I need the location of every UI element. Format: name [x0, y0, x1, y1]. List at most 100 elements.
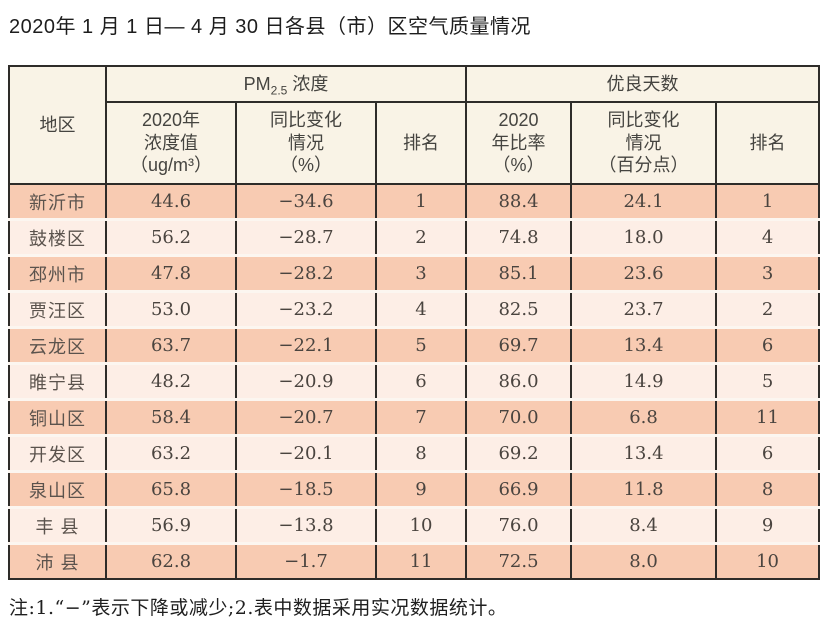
pm-change-cell: −20.1	[235, 434, 377, 472]
pm-change-cell: −28.2	[235, 254, 377, 292]
good-rate-cell: 88.4	[465, 183, 573, 220]
table-row: 丰 县 56.9 −13.8 10 76.0 8.4 9	[8, 506, 821, 544]
good-rank-cell: 11	[715, 398, 821, 436]
good-change-cell: 8.0	[570, 542, 718, 579]
good-change-cell: 23.6	[570, 254, 718, 292]
region-cell: 泉山区	[8, 470, 107, 508]
pm-change-cell: −20.9	[235, 362, 377, 400]
table-row: 开发区 63.2 −20.1 8 69.2 13.4 6	[8, 434, 821, 472]
good-change-cell: 11.8	[570, 470, 718, 508]
good-rate-cell: 86.0	[465, 362, 573, 400]
good-rate-cell: 66.9	[465, 470, 573, 508]
pm-change-cell: −13.8	[235, 506, 377, 544]
table-row: 沛 县 62.8 −1.7 11 72.5 8.0 10	[8, 542, 821, 579]
good-rank-cell: 4	[715, 218, 821, 256]
table-row: 云龙区 63.7 −22.1 5 69.7 13.4 6	[8, 326, 821, 364]
pm-value-cell: 44.6	[105, 183, 237, 220]
region-cell: 邳州市	[8, 254, 107, 292]
good-rate-cell: 70.0	[465, 398, 573, 436]
table-row: 泉山区 65.8 −18.5 9 66.9 11.8 8	[8, 470, 821, 508]
pm-subscript: 2.5	[270, 83, 288, 98]
pm-value-cell: 65.8	[105, 470, 237, 508]
good-change-cell: 23.7	[570, 290, 718, 328]
table-body: 新沂市 44.6 −34.6 1 88.4 24.1 1 鼓楼区 56.2 −2…	[8, 183, 821, 579]
pm-rank-cell: 4	[374, 290, 468, 328]
header-good-rate: 2020 年比率 （%）	[465, 101, 573, 185]
good-rank-cell: 9	[715, 506, 821, 544]
region-cell: 云龙区	[8, 326, 107, 364]
pm-value-cell: 47.8	[105, 254, 237, 292]
pm-change-cell: −28.7	[235, 218, 377, 256]
header-pm25-group: PM2.5 浓度	[104, 65, 468, 103]
good-rate-cell: 85.1	[465, 254, 573, 292]
pm-rank-cell: 1	[374, 183, 468, 220]
footnote: 注:1.“−”表示下降或减少;2.表中数据采用实况数据统计。	[9, 597, 508, 619]
pm-rank-cell: 10	[374, 506, 468, 544]
pm-value-cell: 58.4	[105, 398, 237, 436]
pm-rank-cell: 2	[374, 218, 468, 256]
pm-value-cell: 53.0	[105, 290, 237, 328]
pm-change-cell: −18.5	[235, 470, 377, 508]
pm-rank-cell: 5	[374, 326, 468, 364]
good-rank-cell: 2	[715, 290, 821, 328]
good-change-cell: 13.4	[570, 434, 718, 472]
header-good-rank: 排名	[715, 101, 821, 185]
table-row: 睢宁县 48.2 −20.9 6 86.0 14.9 5	[8, 362, 821, 400]
good-change-cell: 13.4	[570, 326, 718, 364]
pm-value-cell: 63.2	[105, 434, 237, 472]
good-rate-cell: 74.8	[465, 218, 573, 256]
good-rank-cell: 5	[715, 362, 821, 400]
table-row: 新沂市 44.6 −34.6 1 88.4 24.1 1	[8, 183, 821, 220]
pm-label-suffix: 浓度	[287, 73, 329, 94]
pm-value-cell: 56.9	[105, 506, 237, 544]
pm-change-cell: −22.1	[235, 326, 377, 364]
region-cell: 贾汪区	[8, 290, 107, 328]
good-rank-cell: 1	[715, 183, 821, 220]
good-rank-cell: 6	[715, 326, 821, 364]
pm-value-cell: 63.7	[105, 326, 237, 364]
good-change-cell: 24.1	[570, 183, 718, 220]
region-cell: 新沂市	[8, 183, 107, 220]
good-rank-cell: 6	[715, 434, 821, 472]
good-rate-cell: 69.7	[465, 326, 573, 364]
good-rank-cell: 10	[715, 542, 821, 579]
air-quality-table: 地区 PM2.5 浓度 优良天数 2020年 浓度值 （ug/m³） 同比变化 …	[8, 65, 821, 580]
good-rate-cell: 82.5	[465, 290, 573, 328]
good-change-cell: 14.9	[570, 362, 718, 400]
header-sub-row: 2020年 浓度值 （ug/m³） 同比变化 情况 （%） 排名 2020 年比…	[9, 101, 821, 185]
pm-rank-cell: 7	[374, 398, 468, 436]
header-pm-rank: 排名	[374, 101, 468, 185]
pm-rank-cell: 9	[374, 470, 468, 508]
pm-rank-cell: 6	[374, 362, 468, 400]
region-cell: 睢宁县	[8, 362, 107, 400]
region-cell: 丰 县	[8, 506, 107, 544]
pm-rank-cell: 3	[374, 254, 468, 292]
good-rank-cell: 8	[715, 470, 821, 508]
good-change-cell: 6.8	[570, 398, 718, 436]
good-rate-cell: 72.5	[465, 542, 573, 579]
good-change-cell: 8.4	[570, 506, 718, 544]
table-header: 地区 PM2.5 浓度 优良天数 2020年 浓度值 （ug/m³） 同比变化 …	[8, 65, 821, 185]
pm-change-cell: −1.7	[235, 542, 377, 579]
pm-change-cell: −20.7	[235, 398, 377, 436]
pm-change-cell: −23.2	[235, 290, 377, 328]
table-row: 邳州市 47.8 −28.2 3 85.1 23.6 3	[8, 254, 821, 292]
good-rank-cell: 3	[715, 254, 821, 292]
header-good-change: 同比变化 情况 （百分点）	[570, 101, 718, 185]
table-row: 贾汪区 53.0 −23.2 4 82.5 23.7 2	[8, 290, 821, 328]
region-cell: 鼓楼区	[8, 218, 107, 256]
pm-label: PM	[243, 73, 271, 94]
table-row: 铜山区 58.4 −20.7 7 70.0 6.8 11	[8, 398, 821, 436]
region-cell: 开发区	[8, 434, 107, 472]
pm-value-cell: 56.2	[105, 218, 237, 256]
pm-value-cell: 48.2	[105, 362, 237, 400]
header-good-days-group: 优良天数	[465, 65, 821, 103]
header-pm-value: 2020年 浓度值 （ug/m³）	[105, 101, 237, 185]
good-change-cell: 18.0	[570, 218, 718, 256]
region-cell: 铜山区	[8, 398, 107, 436]
header-pm-change: 同比变化 情况 （%）	[235, 101, 377, 185]
pm-value-cell: 62.8	[105, 542, 237, 579]
region-cell: 沛 县	[8, 542, 107, 579]
pm-change-cell: −34.6	[235, 183, 377, 220]
